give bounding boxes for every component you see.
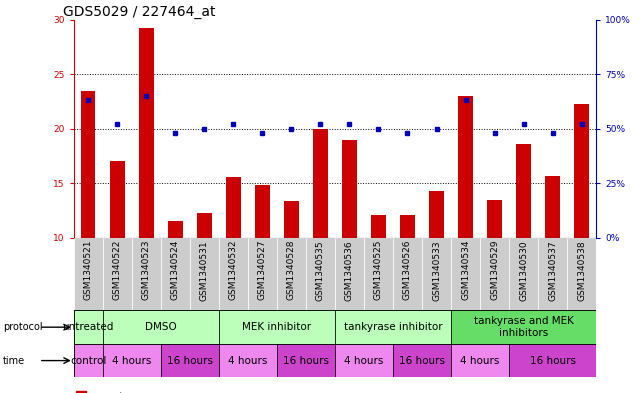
Bar — [516, 144, 531, 347]
Bar — [400, 215, 415, 347]
Text: untreated: untreated — [63, 322, 114, 332]
Text: 4 hours: 4 hours — [112, 356, 151, 365]
FancyBboxPatch shape — [190, 238, 219, 310]
Text: tankyrase inhibitor: tankyrase inhibitor — [344, 322, 442, 332]
Text: GSM1340536: GSM1340536 — [345, 240, 354, 301]
Text: time: time — [3, 356, 26, 365]
FancyBboxPatch shape — [393, 344, 451, 377]
FancyBboxPatch shape — [103, 344, 161, 377]
Bar — [226, 177, 240, 347]
Text: tankyrase and MEK
inhibitors: tankyrase and MEK inhibitors — [474, 316, 574, 338]
FancyBboxPatch shape — [103, 310, 219, 344]
Text: GSM1340529: GSM1340529 — [490, 240, 499, 300]
FancyBboxPatch shape — [103, 238, 132, 310]
Text: GSM1340527: GSM1340527 — [258, 240, 267, 300]
FancyBboxPatch shape — [422, 238, 451, 310]
Text: GSM1340531: GSM1340531 — [200, 240, 209, 301]
FancyBboxPatch shape — [451, 310, 596, 344]
Text: count: count — [92, 392, 124, 393]
FancyBboxPatch shape — [451, 344, 509, 377]
Bar — [487, 200, 502, 347]
Text: 4 hours: 4 hours — [460, 356, 500, 365]
Bar — [574, 104, 589, 347]
Text: GSM1340533: GSM1340533 — [432, 240, 441, 301]
FancyBboxPatch shape — [393, 238, 422, 310]
Text: 16 hours: 16 hours — [167, 356, 213, 365]
Text: GSM1340524: GSM1340524 — [171, 240, 179, 300]
FancyBboxPatch shape — [335, 310, 451, 344]
FancyBboxPatch shape — [567, 238, 596, 310]
Bar — [81, 90, 96, 347]
Bar — [255, 185, 270, 347]
Text: 16 hours: 16 hours — [399, 356, 445, 365]
Bar — [371, 215, 386, 347]
Bar — [76, 391, 86, 393]
Text: GSM1340532: GSM1340532 — [229, 240, 238, 300]
Text: GSM1340534: GSM1340534 — [461, 240, 470, 300]
FancyBboxPatch shape — [364, 238, 393, 310]
FancyBboxPatch shape — [480, 238, 509, 310]
Text: GSM1340521: GSM1340521 — [84, 240, 93, 300]
FancyBboxPatch shape — [306, 238, 335, 310]
Text: GDS5029 / 227464_at: GDS5029 / 227464_at — [63, 5, 216, 18]
FancyBboxPatch shape — [74, 310, 103, 344]
Text: 16 hours: 16 hours — [529, 356, 576, 365]
Bar — [429, 191, 444, 347]
FancyBboxPatch shape — [161, 344, 219, 377]
Text: GSM1340528: GSM1340528 — [287, 240, 296, 300]
Text: GSM1340530: GSM1340530 — [519, 240, 528, 301]
Bar — [197, 213, 212, 347]
FancyBboxPatch shape — [132, 238, 161, 310]
FancyBboxPatch shape — [248, 238, 277, 310]
Text: GSM1340523: GSM1340523 — [142, 240, 151, 300]
Bar — [458, 96, 473, 347]
Bar — [313, 129, 328, 347]
FancyBboxPatch shape — [335, 238, 364, 310]
Text: GSM1340537: GSM1340537 — [548, 240, 557, 301]
Text: control: control — [70, 356, 106, 365]
FancyBboxPatch shape — [219, 310, 335, 344]
FancyBboxPatch shape — [74, 344, 103, 377]
FancyBboxPatch shape — [538, 238, 567, 310]
Text: 4 hours: 4 hours — [344, 356, 383, 365]
FancyBboxPatch shape — [161, 238, 190, 310]
Text: MEK inhibitor: MEK inhibitor — [242, 322, 312, 332]
Text: GSM1340522: GSM1340522 — [113, 240, 122, 300]
Text: 4 hours: 4 hours — [228, 356, 267, 365]
Bar — [168, 221, 183, 347]
Bar — [110, 162, 124, 347]
Text: GSM1340538: GSM1340538 — [577, 240, 586, 301]
FancyBboxPatch shape — [335, 344, 393, 377]
Bar — [545, 176, 560, 347]
Text: GSM1340525: GSM1340525 — [374, 240, 383, 300]
FancyBboxPatch shape — [451, 238, 480, 310]
Text: DMSO: DMSO — [145, 322, 177, 332]
FancyBboxPatch shape — [219, 344, 277, 377]
Bar — [284, 201, 299, 347]
FancyBboxPatch shape — [74, 238, 103, 310]
FancyBboxPatch shape — [509, 238, 538, 310]
Text: protocol: protocol — [3, 322, 43, 332]
Bar — [139, 28, 154, 347]
FancyBboxPatch shape — [277, 344, 335, 377]
FancyBboxPatch shape — [509, 344, 596, 377]
FancyBboxPatch shape — [277, 238, 306, 310]
Text: GSM1340535: GSM1340535 — [316, 240, 325, 301]
Text: GSM1340526: GSM1340526 — [403, 240, 412, 300]
Bar — [342, 140, 356, 347]
FancyBboxPatch shape — [219, 238, 248, 310]
Text: 16 hours: 16 hours — [283, 356, 329, 365]
